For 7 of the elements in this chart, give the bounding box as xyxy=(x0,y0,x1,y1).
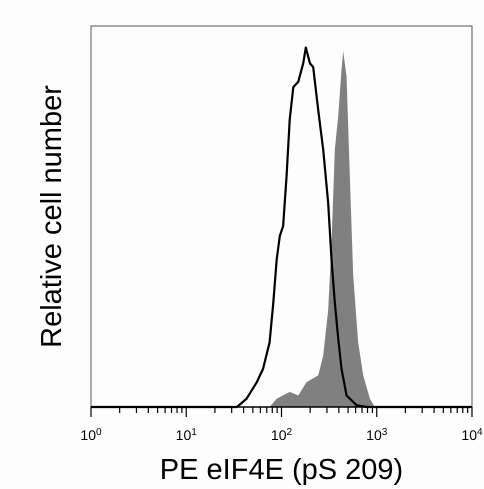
x-axis-title: PE eIF4E (pS 209) xyxy=(160,454,404,486)
x-tick-label: 10$^{1}$ xyxy=(176,426,198,443)
x-tick-label: 10$^{0}$ xyxy=(80,426,102,443)
x-tick-label: 10$^{4}$ xyxy=(461,426,483,443)
x-tick-label: 10$^{2}$ xyxy=(270,426,292,443)
y-axis-title: Relative cell number xyxy=(36,84,68,348)
x-tick-label: 10$^{3}$ xyxy=(366,426,388,443)
